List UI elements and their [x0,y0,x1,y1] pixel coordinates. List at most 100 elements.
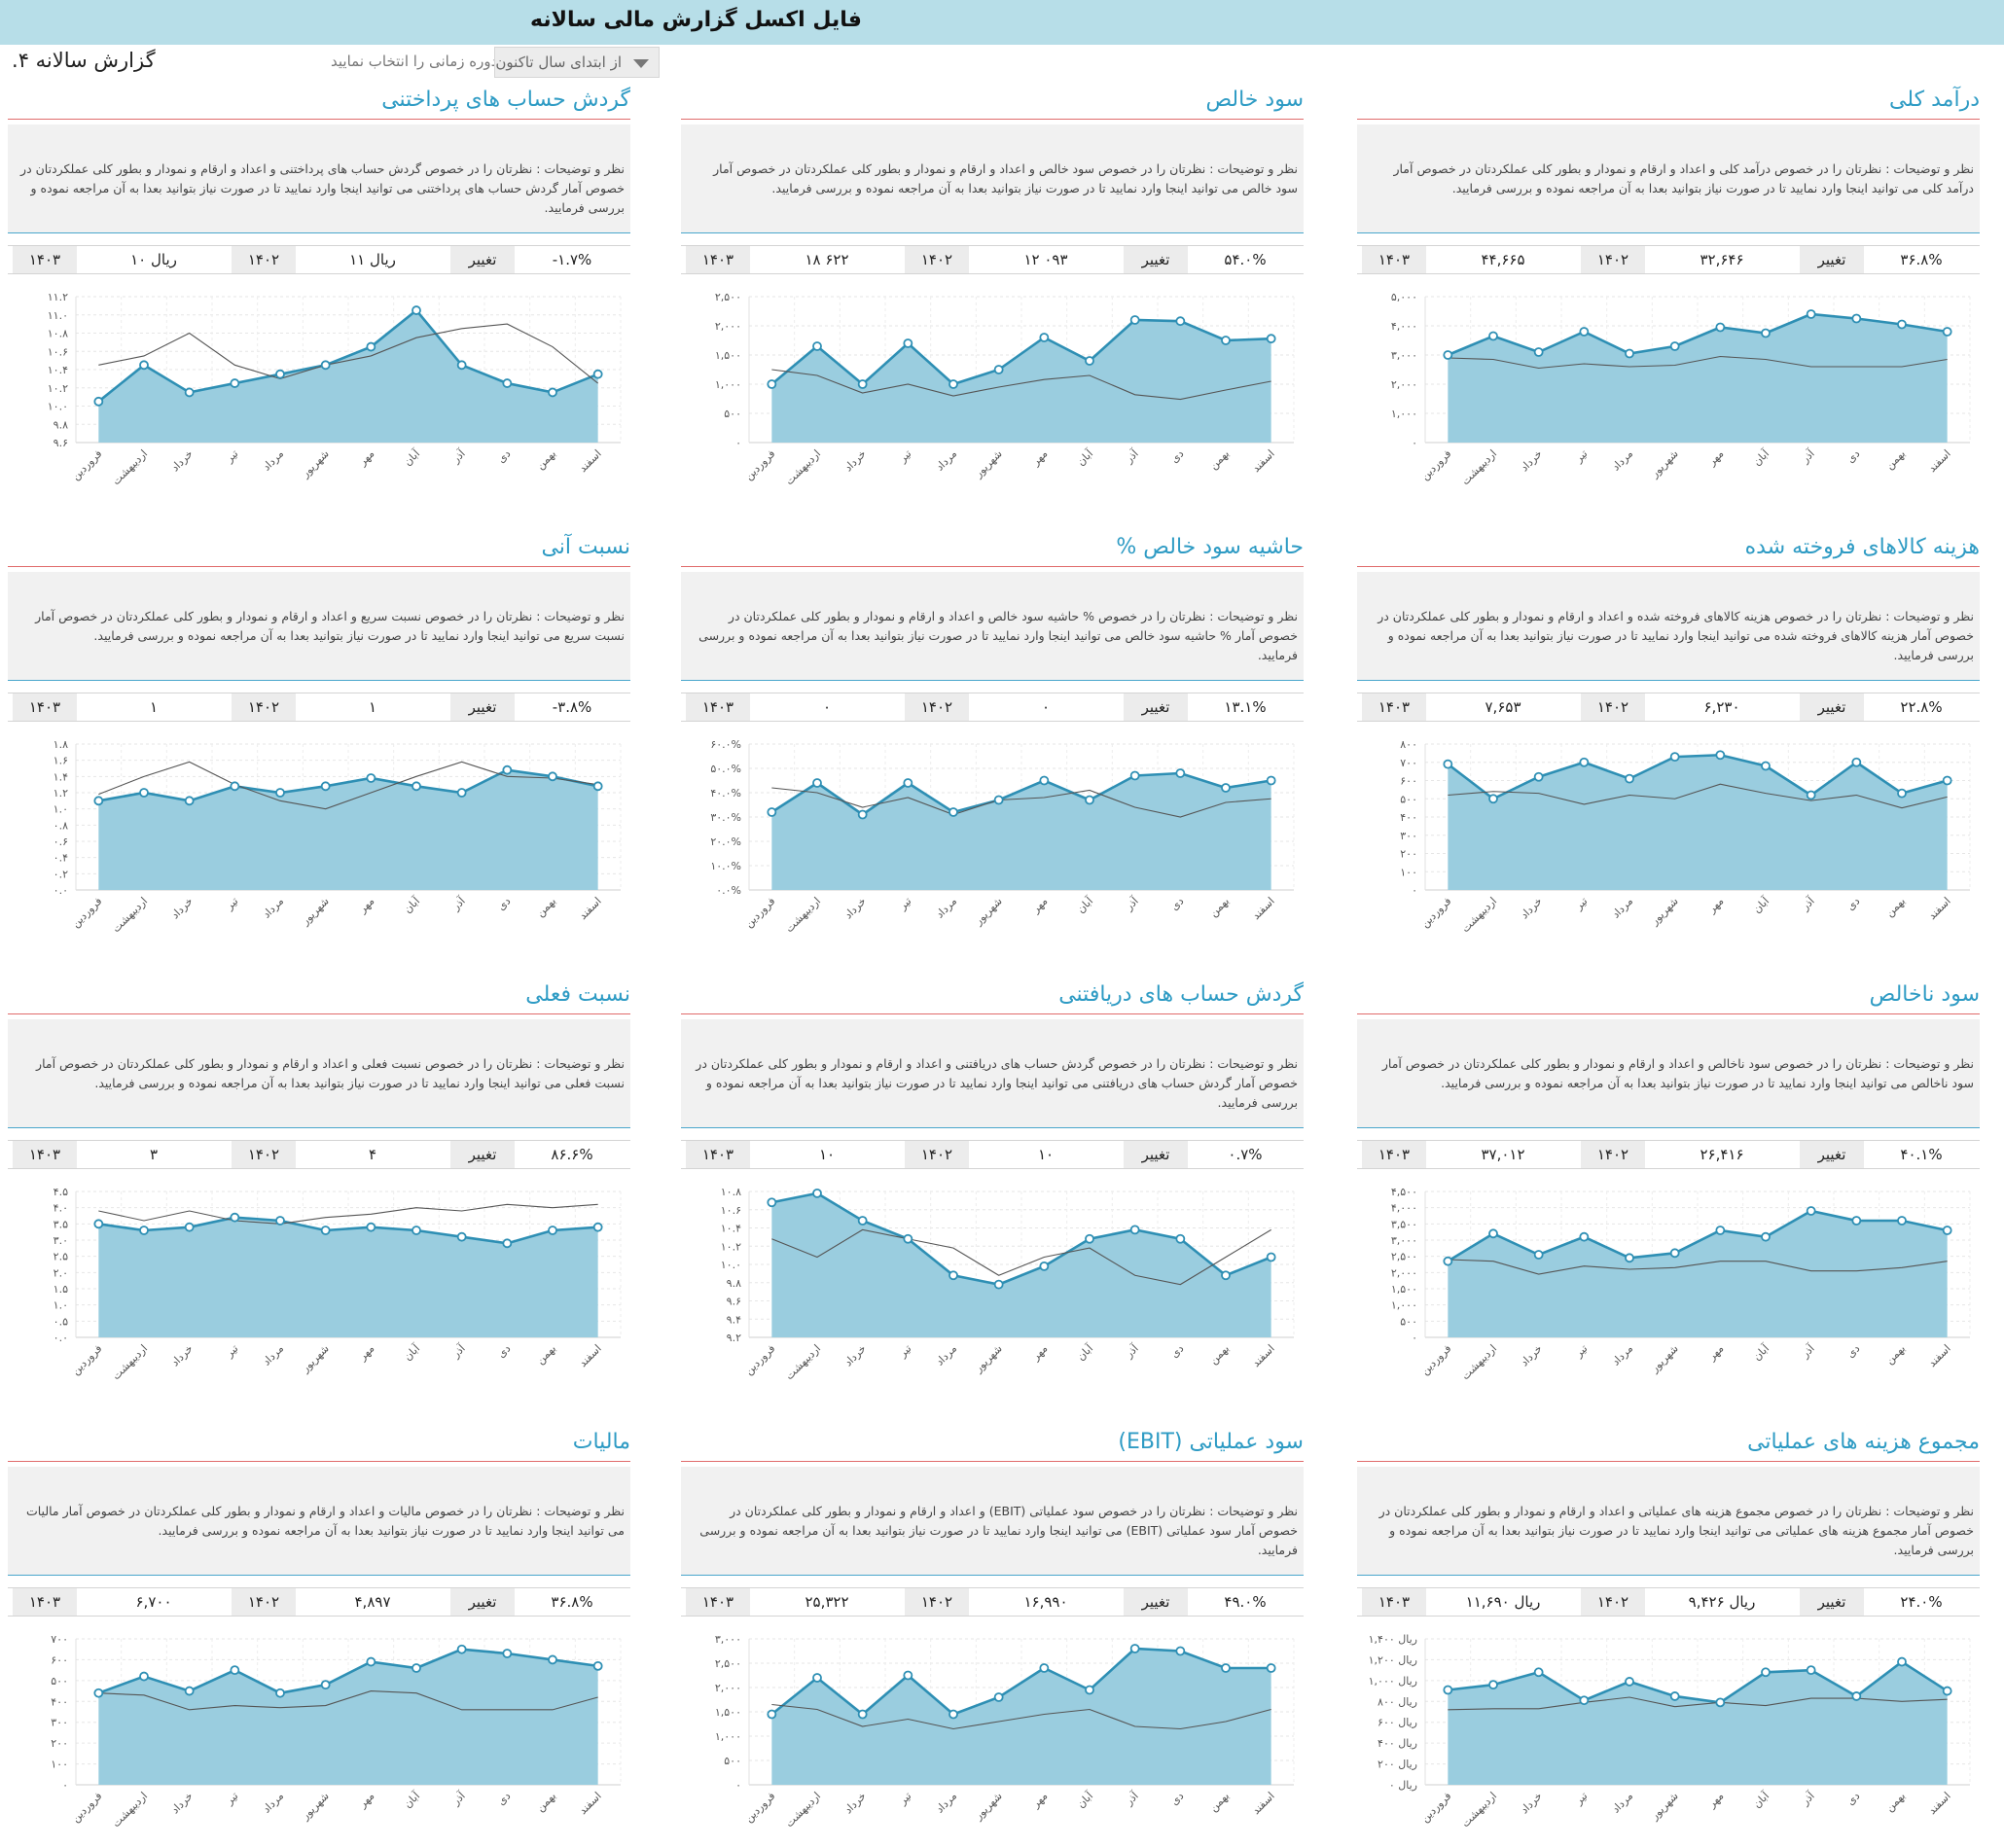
comment-box[interactable]: نظر و توضیحات : نظرتان را در خصوص نسبت س… [8,572,630,681]
x-tick-label: خرداد [1518,1342,1544,1368]
comment-text: نظر و توضیحات : نظرتان را در خصوص سود نا… [1381,1056,1974,1090]
change-value: ۸۶.۶% [551,1146,593,1163]
y-tick-label: ۲۰۰ [51,1737,68,1750]
kpi-row: ۱۴۰۳ ۰ ۱۴۰۲ ۰ تغییر ۱۳.۱% [681,693,1304,722]
data-point [502,1649,513,1658]
previous-year-label: ۱۴۰۲ [232,246,296,273]
data-point [903,778,913,788]
y-tick-label: ۱.۶ [54,755,68,767]
comment-box[interactable]: نظر و توضیحات : نظرتان را در خصوص سود نا… [1357,1019,1980,1128]
y-tick-label: ریال ۶۰۰ [1378,1717,1417,1729]
data-point [993,1692,1004,1702]
change-value: ۳۶.۸% [551,1593,593,1611]
comment-box[interactable]: نظر و توضیحات : نظرتان را در خصوص مجموع … [1357,1467,1980,1576]
x-tick-label: مرداد [933,1342,959,1368]
previous-year-label: ۱۴۰۲ [905,1141,969,1168]
y-tick-label: ۱۰.۶ [48,345,68,358]
comment-box[interactable]: نظر و توضیحات : نظرتان را در خصوص گردش ح… [8,124,630,233]
x-tick-label: تیر [1572,895,1591,913]
x-tick-label: اسفند [1926,447,1953,475]
x-tick-label: اسفند [1926,895,1953,922]
x-tick-label: اسفند [1250,447,1277,475]
x-tick-label: خرداد [168,1790,195,1816]
previous-year-line [1448,1259,1948,1275]
y-tick-label: ۱۱.۰ [48,309,68,322]
kpi-row: ۱۴۰۳ ۱ ۱۴۰۲ ۱ تغییر -۳.۸% [8,693,630,722]
kpi-panel: سود خالص نظر و توضیحات : نظرتان را در خصو… [681,88,1304,506]
x-tick-label: دی [1844,895,1863,913]
comment-box[interactable]: نظر و توضیحات : نظرتان را در خصوص درآمد … [1357,124,1980,233]
data-point [320,781,331,792]
x-tick-label: اردیبهشت [783,447,823,487]
y-tick-label: ۰ [1412,437,1417,449]
data-point [1942,1226,1952,1235]
current-year-area [1448,1211,1948,1337]
data-point [548,1226,557,1235]
comment-box[interactable]: نظر و توضیحات : نظرتان را در خصوص سود خا… [681,124,1304,233]
previous-year-value: ۶,۲۳۰ [1703,698,1740,716]
data-point [767,807,777,817]
x-tick-label: تیر [223,1790,241,1808]
x-tick-label: مرداد [260,895,286,921]
data-point [592,1660,603,1671]
data-point [1533,771,1544,782]
data-point [1851,757,1862,767]
data-point [93,396,104,407]
data-point [1221,336,1231,345]
y-tick-label: ریال ۴۰۰ [1378,1737,1417,1750]
comment-box[interactable]: نظر و توضیحات : نظرتان را در خصوص هزینه … [1357,572,1980,681]
data-point [1266,334,1276,344]
y-tick-label: ۱۱.۲ [48,291,68,303]
current-year-label: ۱۴۰۳ [686,1141,750,1168]
comment-text: نظر و توضیحات : نظرتان را در خصوص % حاشی… [698,609,1298,662]
y-tick-label: ریال ۱,۴۰۰ [1369,1633,1417,1646]
change-value: ۲۴.۰% [1900,1593,1943,1611]
data-point [1715,1226,1726,1235]
comment-box[interactable]: نظر و توضیحات : نظرتان را در خصوص % حاشی… [681,572,1304,681]
chevron-down-icon[interactable] [633,59,649,68]
data-point [1715,750,1726,761]
data-point [1897,1656,1907,1667]
panel-title: حاشیه سود خالص % [681,535,1304,567]
y-tick-label: ۰.۵ [54,1315,68,1328]
x-tick-label: مرداد [1609,1342,1635,1368]
comment-box[interactable]: نظر و توضیحات : نظرتان را در خصوص نسبت ف… [8,1019,630,1128]
data-point [903,1233,913,1244]
comment-box[interactable]: نظر و توضیحات : نظرتان را در خصوص سود عم… [681,1467,1304,1576]
x-tick-label: آذر [1798,446,1818,467]
current-year-value: ۴۴,۶۶۵ [1481,251,1525,268]
previous-year-value: ۳۲,۶۴۶ [1700,251,1744,268]
data-point [1221,1270,1231,1281]
period-dropdown[interactable]: از ابتدای سال تاکنون [494,47,660,78]
data-point [1175,1646,1186,1656]
y-tick-label: ۱.۲ [54,787,68,800]
x-tick-label: مهر [356,1790,377,1811]
y-tick-label: ۵۰۰ [724,1755,741,1767]
line-chart: ۰ ۱۰۰ ۲۰۰ ۳۰۰ ۴۰۰ ۵۰۰ ۶۰۰ ۷۰۰ ۸۰۰ فروردین اردیبهشت… [1400,738,1971,935]
comment-box[interactable]: نظر و توضیحات : نظرتان را در خصوص گردش ح… [681,1019,1304,1128]
y-tick-label: ۲,۰۰۰ [715,1682,741,1694]
data-point [1625,1253,1634,1263]
data-point [1175,316,1186,327]
y-tick-label: ۶۰.۰% [710,738,741,751]
y-tick-label: ۳,۰۰۰ [715,1633,741,1646]
x-tick-label: آذر [1798,1341,1818,1362]
data-point [1669,341,1680,351]
data-point [1129,1644,1140,1653]
y-tick-label: ۳,۰۰۰ [1391,349,1417,362]
x-tick-label: اسفند [1250,895,1277,922]
x-tick-label: دی [1168,1790,1187,1808]
y-tick-label: ۰ [735,1779,741,1792]
x-tick-label: شهریور [972,1790,1005,1823]
previous-year-label: ۱۴۰۲ [1581,1141,1645,1168]
y-tick-label: ۲,۰۰۰ [715,320,741,333]
previous-year-value: ۱۰ [1037,1146,1055,1163]
data-point [1806,1665,1816,1676]
x-tick-label: مرداد [933,447,959,474]
data-point [1669,752,1680,763]
data-point [1942,1686,1952,1696]
comment-box[interactable]: نظر و توضیحات : نظرتان را در خصوص مالیات… [8,1467,630,1576]
data-point [948,379,958,389]
x-tick-label: اردیبهشت [110,1342,150,1382]
